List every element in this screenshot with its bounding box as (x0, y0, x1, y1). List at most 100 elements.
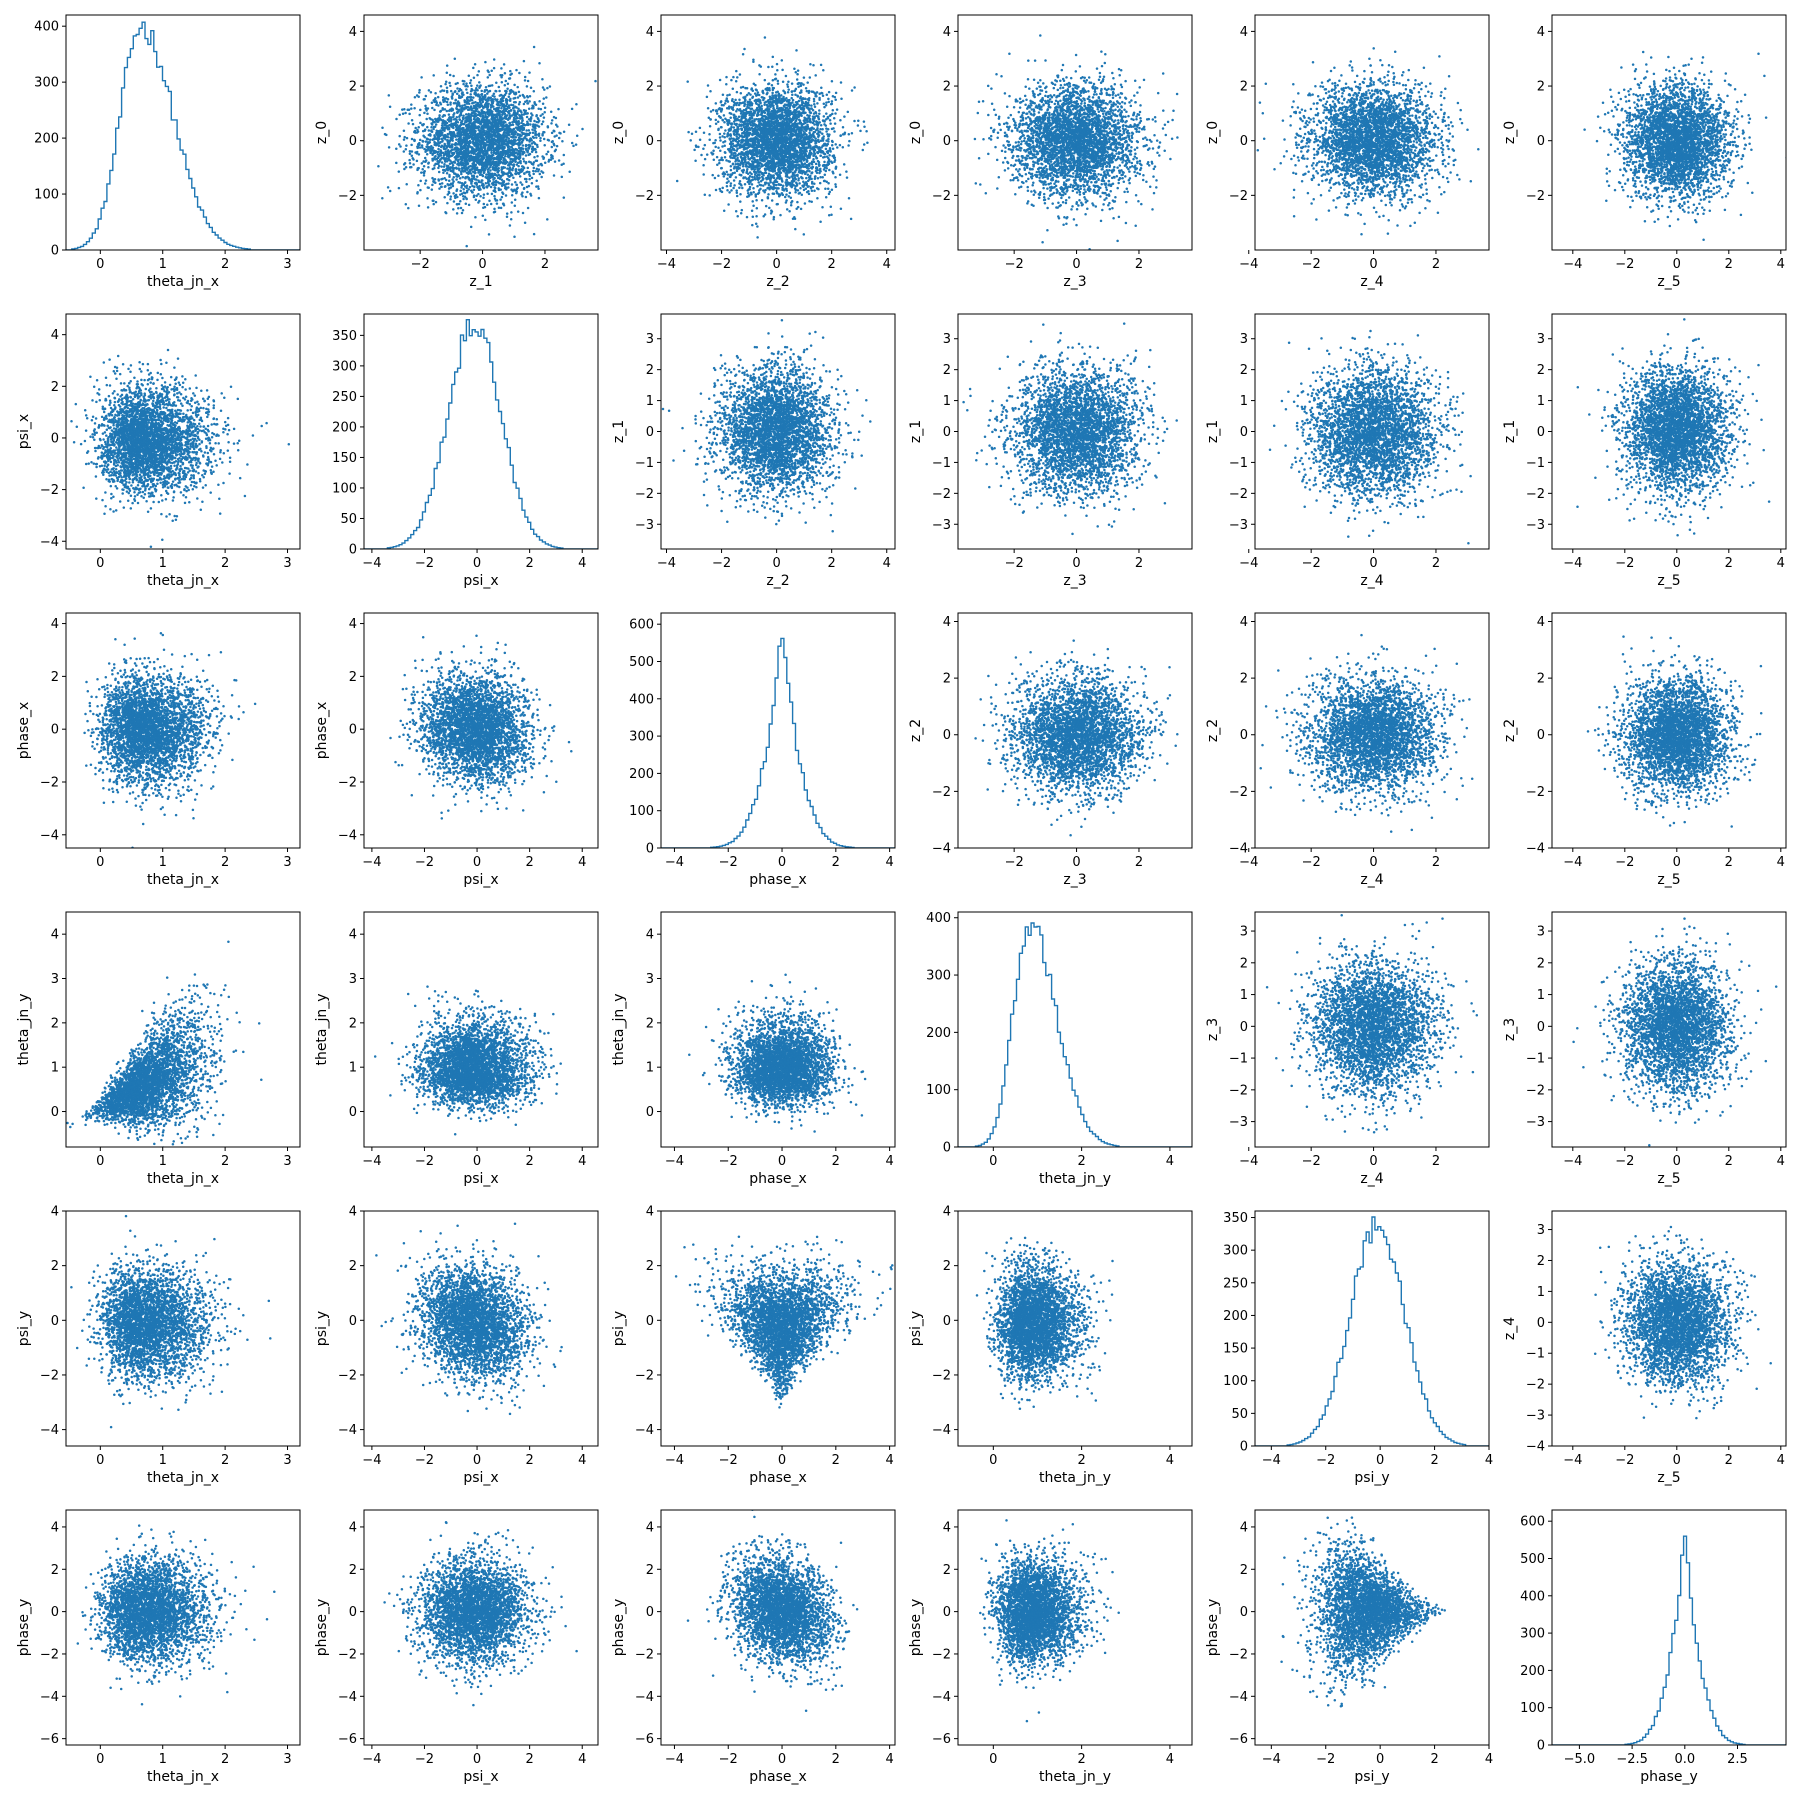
scatter-point (748, 194, 751, 197)
scatter-point (833, 160, 836, 163)
scatter-point (738, 186, 741, 189)
scatter-point (535, 179, 538, 182)
scatter-point (558, 137, 561, 140)
scatter-point (519, 128, 522, 131)
scatter-point (486, 119, 489, 122)
scatter-point (482, 101, 485, 104)
scatter-point (538, 62, 541, 65)
scatter-point (510, 89, 513, 92)
scatter-point (533, 161, 536, 164)
scatter-point (498, 113, 501, 116)
scatter-point (568, 170, 571, 173)
scatter-point (831, 170, 834, 173)
scatter-point (496, 175, 499, 178)
y-tick-label: −2 (338, 189, 357, 204)
scatter-point (791, 90, 794, 93)
scatter-point (551, 132, 554, 135)
scatter-point (825, 196, 828, 199)
scatter-point (836, 108, 839, 111)
scatter-point (804, 126, 807, 129)
scatter-point (513, 157, 516, 160)
scatter-point (512, 144, 515, 147)
scatter-point (492, 175, 495, 178)
scatter-point (483, 193, 486, 196)
scatter-point (534, 102, 537, 105)
scatter-point (456, 147, 459, 150)
scatter-point (481, 97, 484, 100)
scatter-point (546, 218, 549, 221)
scatter-point (469, 165, 472, 168)
scatter-point (472, 67, 475, 70)
scatter-point (424, 157, 427, 160)
scatter-point (403, 168, 406, 171)
scatter-point (498, 207, 501, 210)
scatter-point (544, 107, 547, 110)
scatter-point (488, 109, 491, 112)
scatter-point (447, 169, 450, 172)
scatter-point (501, 74, 504, 77)
scatter-point (477, 152, 480, 155)
scatter-point (469, 93, 472, 96)
scatter-point (492, 118, 495, 121)
scatter-point (466, 98, 469, 101)
scatter-point (448, 145, 451, 148)
scatter-point (482, 152, 485, 155)
scatter-point (428, 149, 431, 152)
scatter-point (813, 103, 816, 106)
scatter-point (443, 196, 446, 199)
scatter-point (412, 123, 415, 126)
scatter-point (517, 108, 520, 111)
scatter-point (511, 121, 514, 124)
scatter-point (541, 164, 544, 167)
scatter-point (561, 176, 564, 179)
scatter-point (501, 151, 504, 154)
scatter-point (493, 167, 496, 170)
scatter-point (437, 157, 440, 160)
scatter-point (439, 101, 442, 104)
scatter-point (421, 168, 424, 171)
scatter-point (507, 186, 510, 189)
scatter-point (726, 94, 729, 97)
scatter-point (501, 95, 504, 98)
scatter-point (407, 122, 410, 125)
scatter-point (493, 93, 496, 96)
scatter-point (485, 165, 488, 168)
scatter-point (542, 86, 545, 89)
scatter-point (450, 116, 453, 119)
scatter-point (525, 154, 528, 157)
scatter-point (508, 95, 511, 98)
scatter-point (732, 187, 735, 190)
scatter-point (865, 130, 868, 133)
scatter-point (491, 84, 494, 87)
scatter-point (794, 187, 797, 190)
scatter-point (538, 100, 541, 103)
scatter-point (714, 177, 717, 180)
scatter-point (431, 107, 434, 110)
scatter-point (544, 161, 547, 164)
scatter-point (466, 154, 469, 157)
scatter-point (443, 143, 446, 146)
scatter-point (465, 187, 468, 190)
scatter-point (771, 92, 774, 95)
scatter-point (561, 140, 564, 143)
scatter-point (443, 165, 446, 168)
scatter-point (516, 86, 519, 89)
scatter-point (511, 201, 514, 204)
scatter-point (527, 147, 530, 150)
scatter-point (534, 132, 537, 135)
scatter-point (504, 84, 507, 87)
scatter-point (469, 186, 472, 189)
scatter-point (525, 161, 528, 164)
scatter-point (425, 140, 428, 143)
scatter-point (470, 79, 473, 82)
scatter-point (446, 139, 449, 142)
scatter-point (490, 147, 493, 150)
scatter-point (465, 125, 468, 128)
scatter-point (492, 149, 495, 152)
scatter-point (746, 103, 749, 106)
scatter-point (495, 184, 498, 187)
scatter-point (506, 128, 509, 131)
scatter-point (462, 118, 465, 121)
scatter-point (432, 179, 435, 182)
scatter-point (451, 152, 454, 155)
